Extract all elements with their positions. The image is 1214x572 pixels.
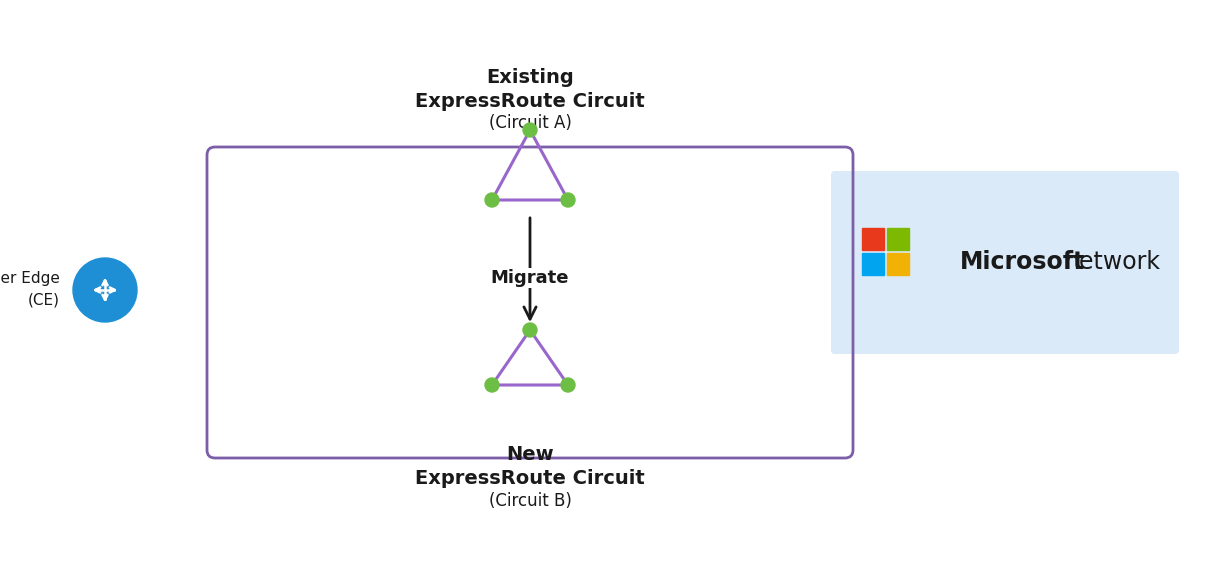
Text: ExpressRoute Circuit: ExpressRoute Circuit <box>415 92 645 111</box>
Circle shape <box>523 323 537 337</box>
Circle shape <box>561 378 575 392</box>
Circle shape <box>561 193 575 207</box>
Text: ExpressRoute Circuit: ExpressRoute Circuit <box>415 469 645 488</box>
Bar <box>887 228 909 250</box>
Text: (Circuit B): (Circuit B) <box>488 492 572 510</box>
Bar <box>862 228 884 250</box>
FancyBboxPatch shape <box>832 171 1179 354</box>
Circle shape <box>486 378 499 392</box>
Circle shape <box>486 193 499 207</box>
Circle shape <box>523 123 537 137</box>
Bar <box>862 253 884 275</box>
Bar <box>887 253 909 275</box>
Text: (Circuit A): (Circuit A) <box>488 114 572 132</box>
Text: network: network <box>1065 250 1161 274</box>
Circle shape <box>73 258 137 322</box>
Text: Customer Edge: Customer Edge <box>0 271 59 285</box>
Text: (CE): (CE) <box>28 292 59 308</box>
Text: Microsoft: Microsoft <box>960 250 1085 274</box>
Text: Existing: Existing <box>486 68 574 87</box>
Text: Migrate: Migrate <box>490 269 569 287</box>
Text: New: New <box>506 445 554 464</box>
